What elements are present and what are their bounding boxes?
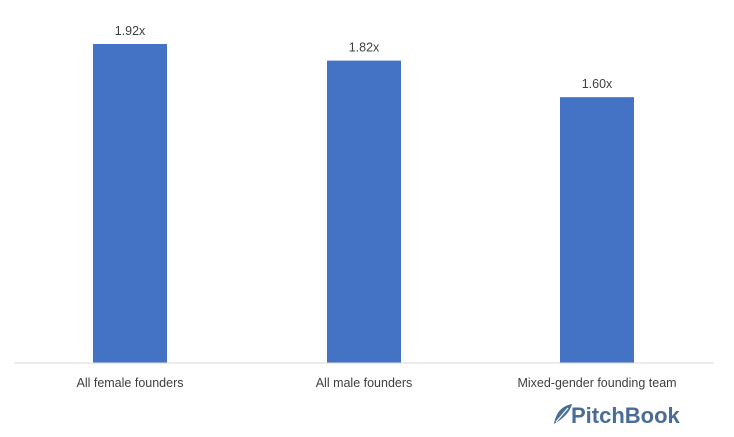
x-tick-label-3: Mixed-gender founding team [517,376,676,390]
x-tick-label-2: All male founders [316,376,413,390]
bars-layer [93,44,634,364]
data-label-1: 1.92x [115,24,146,38]
pitchbook-leaf-icon [554,404,572,424]
bar-1 [93,44,167,363]
pitchbook-wordmark: PitchBook [571,403,681,428]
data-label-2: 1.82x [349,41,380,55]
bar-2 [327,60,401,363]
bar-3 [560,97,634,364]
labels-layer: 1.92x All female founders 1.82x All male fo… [76,24,676,390]
data-label-3: 1.60x [582,77,613,91]
x-tick-label-1: All female founders [76,376,183,390]
pitchbook-logo: PitchBook [554,403,681,428]
